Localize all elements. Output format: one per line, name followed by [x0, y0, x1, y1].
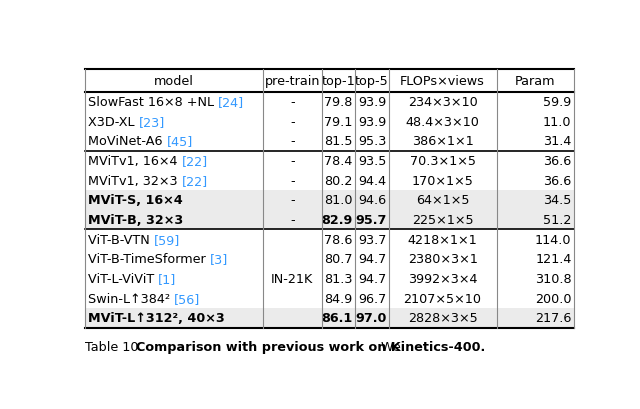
Text: 3992×3×4: 3992×3×4 [408, 272, 477, 285]
Text: 59.9: 59.9 [543, 96, 572, 109]
Text: top-1: top-1 [321, 74, 355, 88]
Text: IN-21K: IN-21K [271, 272, 314, 285]
Text: 93.7: 93.7 [358, 233, 387, 246]
Text: 82.9: 82.9 [321, 213, 353, 227]
Text: [24]: [24] [218, 96, 244, 109]
Text: MoViNet-A6: MoViNet-A6 [88, 135, 166, 148]
Text: 11.0: 11.0 [543, 115, 572, 128]
Text: MViT-L↑312², 40×3: MViT-L↑312², 40×3 [88, 312, 225, 324]
Text: 78.4: 78.4 [324, 155, 353, 168]
Text: 36.6: 36.6 [543, 174, 572, 187]
Text: 4218×1×1: 4218×1×1 [408, 233, 477, 246]
Text: [56]: [56] [174, 292, 200, 305]
Text: We: We [372, 340, 401, 353]
Text: 2107×5×10: 2107×5×10 [404, 292, 481, 305]
Text: Table 10.: Table 10. [85, 340, 143, 353]
Text: 217.6: 217.6 [535, 312, 572, 324]
Text: [1]: [1] [158, 272, 177, 285]
Text: 80.2: 80.2 [324, 174, 353, 187]
Text: 79.1: 79.1 [324, 115, 353, 128]
Text: MViTv1, 32×3: MViTv1, 32×3 [88, 174, 182, 187]
Text: 86.1: 86.1 [321, 312, 353, 324]
Text: 81.5: 81.5 [324, 135, 353, 148]
Text: 94.7: 94.7 [358, 272, 387, 285]
Text: MViT-S, 16×4: MViT-S, 16×4 [88, 194, 182, 207]
Text: 310.8: 310.8 [535, 272, 572, 285]
Text: 121.4: 121.4 [535, 253, 572, 266]
Text: -: - [290, 213, 294, 227]
Text: 225×1×5: 225×1×5 [412, 213, 474, 227]
Text: 2380×3×1: 2380×3×1 [408, 253, 477, 266]
Text: Param: Param [515, 74, 556, 88]
Text: [22]: [22] [182, 174, 208, 187]
Text: [45]: [45] [166, 135, 193, 148]
Text: Comparison with previous work on Kinetics-400.: Comparison with previous work on Kinetic… [127, 340, 485, 353]
Text: 64×1×5: 64×1×5 [416, 194, 469, 207]
Text: 386×1×1: 386×1×1 [412, 135, 474, 148]
Text: 79.8: 79.8 [324, 96, 353, 109]
Text: 94.7: 94.7 [358, 253, 387, 266]
Text: top-5: top-5 [355, 74, 388, 88]
Text: 95.7: 95.7 [355, 213, 387, 227]
Text: model: model [154, 74, 194, 88]
Text: 97.0: 97.0 [355, 312, 387, 324]
Text: [3]: [3] [210, 253, 228, 266]
Text: 81.3: 81.3 [324, 272, 353, 285]
Bar [85, 308, 573, 328]
Text: -: - [290, 194, 294, 207]
Text: 96.7: 96.7 [358, 292, 387, 305]
Text: [23]: [23] [138, 115, 164, 128]
Text: 170×1×5: 170×1×5 [412, 174, 474, 187]
Text: SlowFast 16×8 +NL: SlowFast 16×8 +NL [88, 96, 218, 109]
Text: 70.3×1×5: 70.3×1×5 [410, 155, 476, 168]
Text: 36.6: 36.6 [543, 155, 572, 168]
Text: -: - [290, 135, 294, 148]
Text: 34.5: 34.5 [543, 194, 572, 207]
Text: 94.6: 94.6 [358, 194, 387, 207]
Bar [85, 191, 573, 210]
Text: ViT-L-ViViT: ViT-L-ViViT [88, 272, 158, 285]
Text: 51.2: 51.2 [543, 213, 572, 227]
Text: -: - [290, 155, 294, 168]
Text: ViT-B-VTN: ViT-B-VTN [88, 233, 154, 246]
Text: MViT-B, 32×3: MViT-B, 32×3 [88, 213, 183, 227]
Bar [85, 210, 573, 230]
Text: 78.6: 78.6 [324, 233, 353, 246]
Text: 94.4: 94.4 [358, 174, 387, 187]
Text: 93.5: 93.5 [358, 155, 387, 168]
Text: -: - [290, 115, 294, 128]
Text: -: - [290, 96, 294, 109]
Text: MViTv1, 16×4: MViTv1, 16×4 [88, 155, 181, 168]
Text: pre-train: pre-train [264, 74, 320, 88]
Text: -: - [290, 174, 294, 187]
Text: 93.9: 93.9 [358, 115, 387, 128]
Text: FLOPs×views: FLOPs×views [400, 74, 485, 88]
Text: 84.9: 84.9 [324, 292, 353, 305]
Text: X3D-XL: X3D-XL [88, 115, 138, 128]
Text: 114.0: 114.0 [535, 233, 572, 246]
Text: 234×3×10: 234×3×10 [408, 96, 477, 109]
Text: 80.7: 80.7 [324, 253, 353, 266]
Text: 200.0: 200.0 [535, 292, 572, 305]
Text: [22]: [22] [181, 155, 207, 168]
Text: Swin-L↑384²: Swin-L↑384² [88, 292, 174, 305]
Text: 2828×3×5: 2828×3×5 [408, 312, 477, 324]
Text: ViT-B-TimeSformer: ViT-B-TimeSformer [88, 253, 210, 266]
Text: 81.0: 81.0 [324, 194, 353, 207]
Text: 31.4: 31.4 [543, 135, 572, 148]
Text: 95.3: 95.3 [358, 135, 387, 148]
Text: 93.9: 93.9 [358, 96, 387, 109]
Text: [59]: [59] [154, 233, 180, 246]
Text: 48.4×3×10: 48.4×3×10 [406, 115, 479, 128]
